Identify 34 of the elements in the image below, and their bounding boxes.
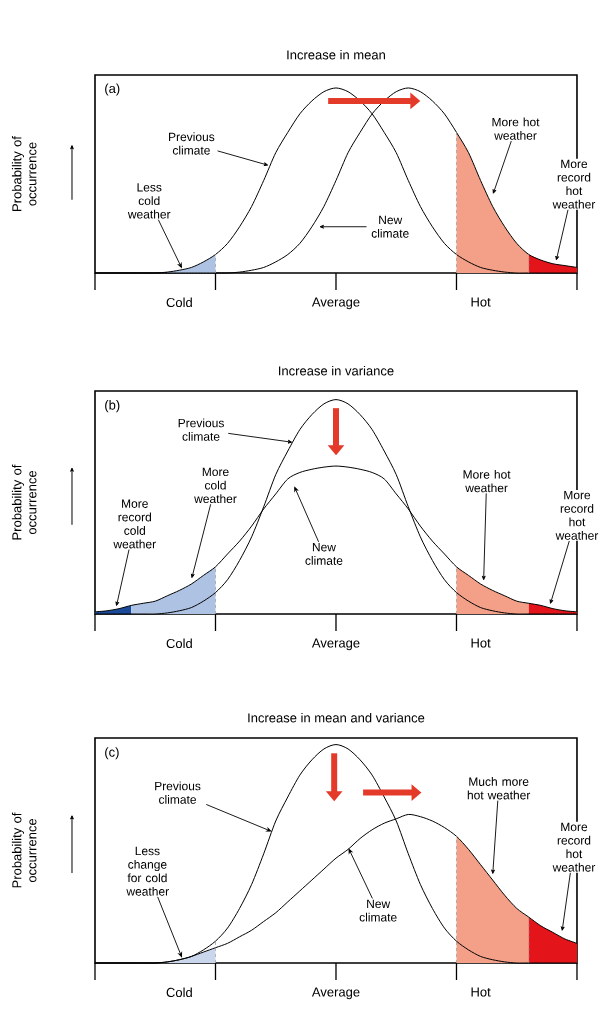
annotation: Less cold weather xyxy=(127,183,171,219)
annotation: Previous climate xyxy=(169,132,215,155)
annotation: New climate xyxy=(359,899,397,922)
annotation: New climate xyxy=(305,543,343,565)
x-tick-label: Average xyxy=(311,987,360,1000)
annotation: Previous climate xyxy=(178,418,224,441)
x-tick-label: Cold xyxy=(166,638,192,649)
annotation: More record hot weather xyxy=(555,490,599,540)
x-tick-label: Average xyxy=(311,297,360,310)
annotation: Previous climate xyxy=(155,781,201,804)
annotation: More cold weather xyxy=(194,467,237,504)
annotation: Much more hot weather xyxy=(467,777,531,800)
chart-title: Increase in mean xyxy=(287,49,385,60)
annotation: (a) xyxy=(105,83,120,96)
y-axis-title: Probability of occurrence xyxy=(11,136,37,211)
x-tick-label: Cold xyxy=(166,297,192,308)
y-axis-title: Probability of occurrence xyxy=(11,812,37,888)
annotation: More record hot weather xyxy=(552,159,596,209)
x-tick-label: Hot xyxy=(471,638,491,648)
chart-title: Increase in mean and variance xyxy=(248,712,425,723)
annotation: More record hot weather xyxy=(552,822,596,872)
x-tick-label: Hot xyxy=(471,297,491,307)
annotation: More record cold weather xyxy=(113,499,156,549)
chart-title: Increase in variance xyxy=(279,365,394,376)
annotation: (b) xyxy=(105,400,120,413)
x-tick-label: Cold xyxy=(166,987,192,998)
y-axis-title: Probability of occurrence xyxy=(11,464,37,540)
annotation: Less change for cold weather xyxy=(126,846,169,896)
annotation: More hot weather xyxy=(492,117,540,140)
annotation: More hot weather xyxy=(463,469,511,493)
annotation: New climate xyxy=(371,215,409,238)
annotation: (c) xyxy=(105,747,119,760)
x-tick-label: Average xyxy=(311,638,360,651)
x-tick-label: Hot xyxy=(471,987,491,997)
